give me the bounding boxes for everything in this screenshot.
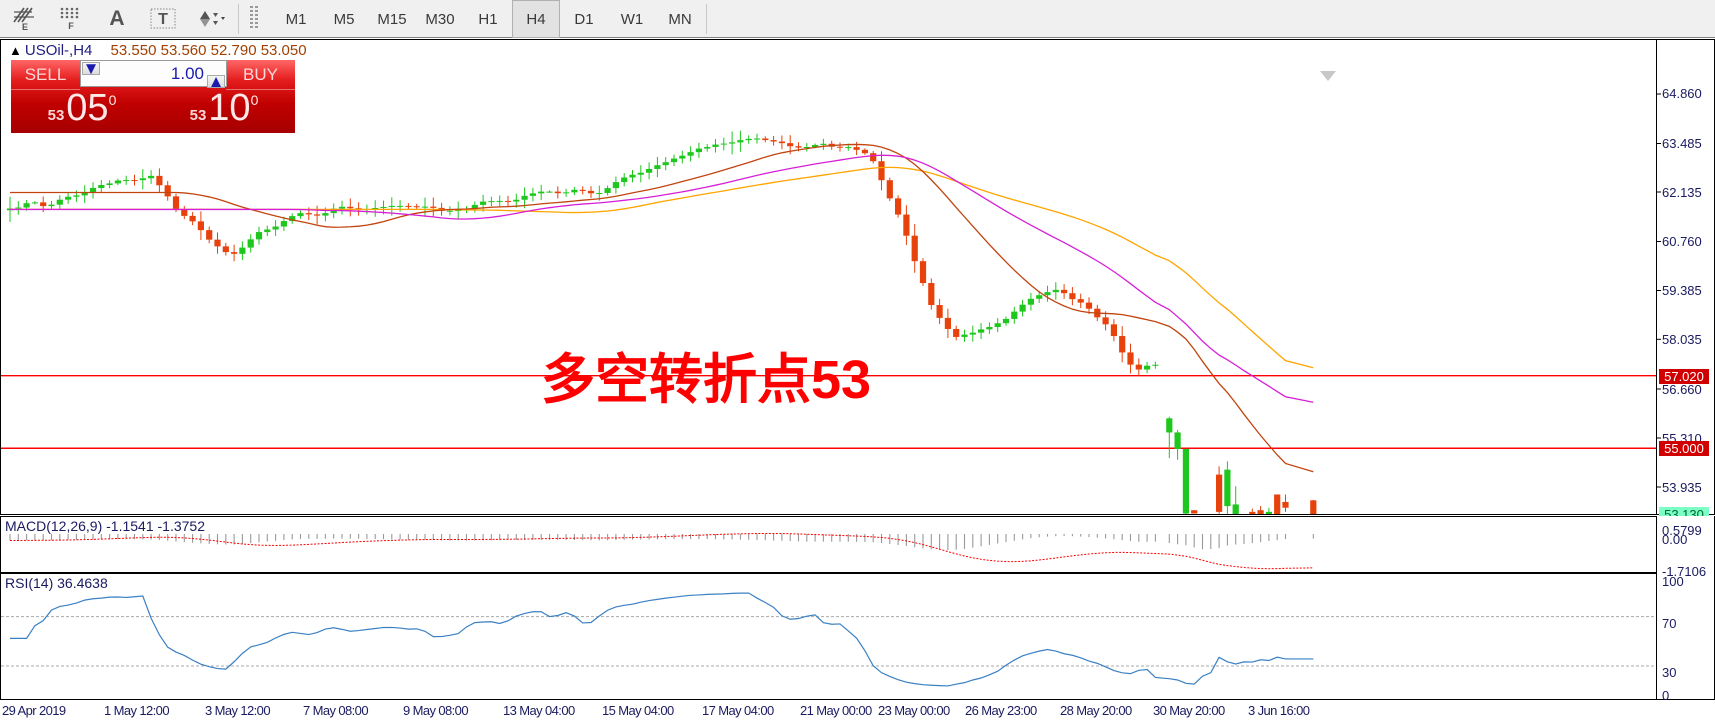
svg-text:T: T <box>158 11 168 28</box>
